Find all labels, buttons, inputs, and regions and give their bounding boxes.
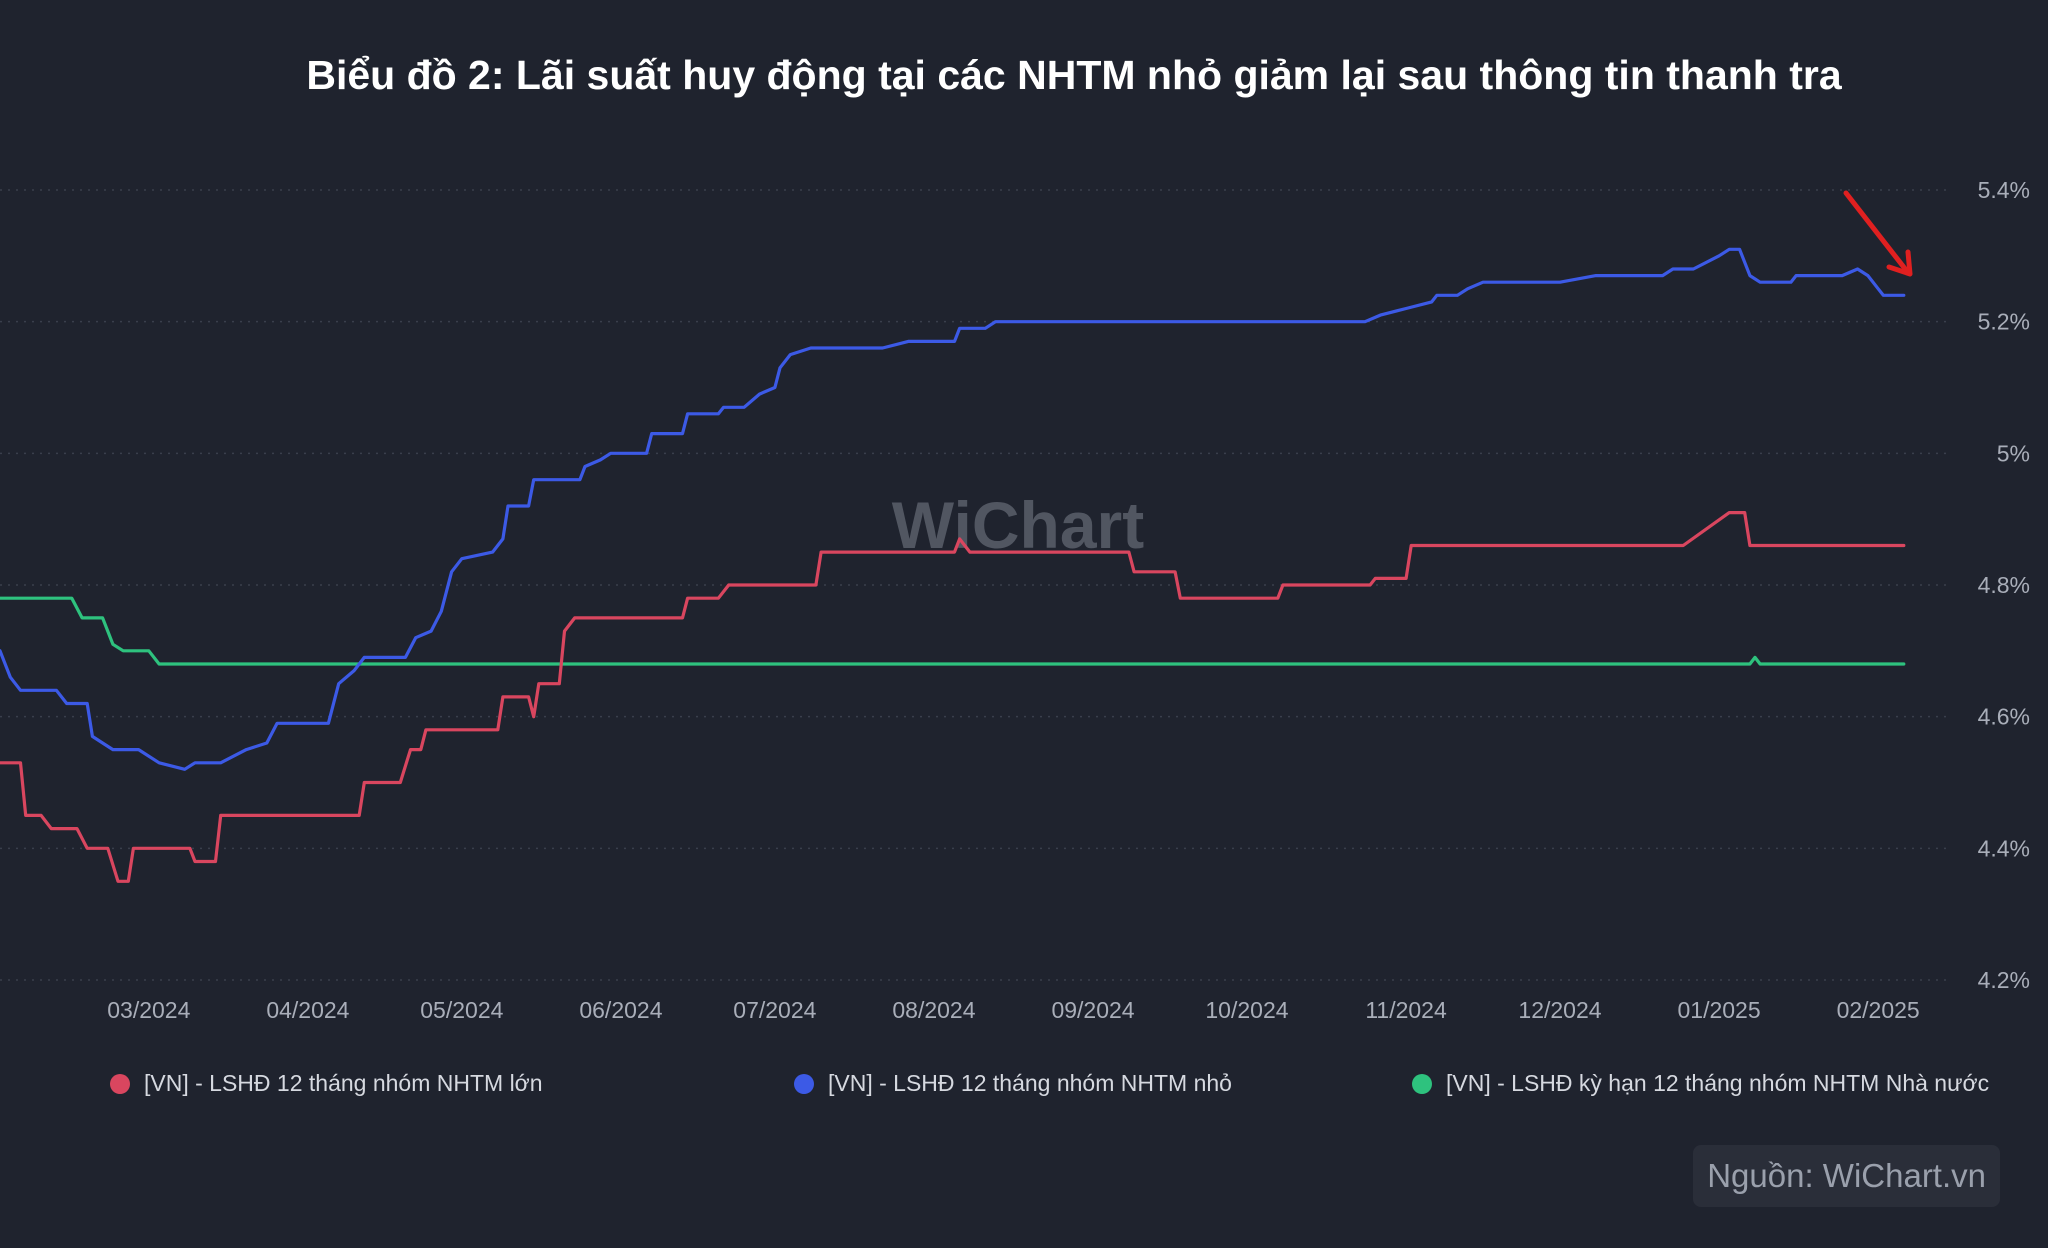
source-badge: Nguồn: WiChart.vn: [1693, 1145, 2000, 1207]
y-tick-label: 4.4%: [1978, 835, 2030, 861]
annotation-layer: [1843, 190, 1913, 277]
grid-layer: [0, 189, 1950, 981]
x-tick-label: 08/2024: [892, 997, 975, 1023]
x-tick-label: 04/2024: [266, 997, 349, 1023]
x-tick-label: 07/2024: [733, 997, 816, 1023]
chart-title: Biểu đồ 2: Lãi suất huy động tại các NHT…: [306, 52, 1842, 98]
axis-layer: 4.2% 4.4% 4.6% 4.8% 5% 5.2% 5.4% 03/2024 04/2024…: [107, 177, 2030, 1023]
x-tick-label: 12/2024: [1518, 997, 1601, 1023]
x-tick-label: 09/2024: [1051, 997, 1134, 1023]
legend-dot-icon: [794, 1073, 814, 1094]
legend-label: [VN] - LSHĐ kỳ hạn 12 tháng nhóm NHTM Nh…: [1446, 1070, 1990, 1096]
x-tick-label: 10/2024: [1205, 997, 1288, 1023]
legend-item-state-banks[interactable]: [VN] - LSHĐ kỳ hạn 12 tháng nhóm NHTM Nh…: [1412, 1070, 1989, 1097]
legend-dot-icon: [1412, 1073, 1432, 1094]
x-tick-label: 02/2025: [1837, 997, 1920, 1023]
legend-item-large-banks[interactable]: [VN] - LSHĐ 12 tháng nhóm NHTM lớn: [110, 1070, 543, 1097]
series-line-0: [0, 511, 1906, 883]
legend-label: [VN] - LSHĐ 12 tháng nhóm NHTM lớn: [144, 1070, 543, 1096]
series-line-2: [0, 596, 1906, 666]
x-tick-label: 06/2024: [579, 997, 662, 1023]
x-tick-label: 03/2024: [107, 997, 190, 1023]
legend: [VN] - LSHĐ 12 tháng nhóm NHTM lớn [VN] …: [0, 1070, 2048, 1106]
watermark: WiChart: [892, 488, 1144, 562]
annotation-arrow-icon: [1843, 190, 1909, 273]
x-tick-label: 01/2025: [1678, 997, 1761, 1023]
series-line-1: [0, 247, 1906, 771]
legend-item-small-banks[interactable]: [VN] - LSHĐ 12 tháng nhóm NHTM nhỏ: [794, 1070, 1232, 1097]
y-tick-label: 5.2%: [1978, 309, 2030, 335]
y-tick-label: 5.4%: [1978, 177, 2030, 203]
legend-dot-icon: [110, 1073, 130, 1094]
annotation-arrowhead-icon: [1886, 249, 1913, 277]
y-tick-label: 4.8%: [1978, 572, 2030, 598]
y-tick-label: 4.2%: [1978, 967, 2030, 993]
y-tick-label: 5%: [1997, 440, 2030, 466]
series-layer: [0, 247, 1906, 883]
legend-label: [VN] - LSHĐ 12 tháng nhóm NHTM nhỏ: [828, 1070, 1232, 1096]
watermark-layer: WiChart: [892, 488, 1144, 562]
y-tick-label: 4.6%: [1978, 704, 2030, 730]
x-tick-label: 11/2024: [1365, 997, 1447, 1023]
x-tick-label: 05/2024: [420, 997, 503, 1023]
